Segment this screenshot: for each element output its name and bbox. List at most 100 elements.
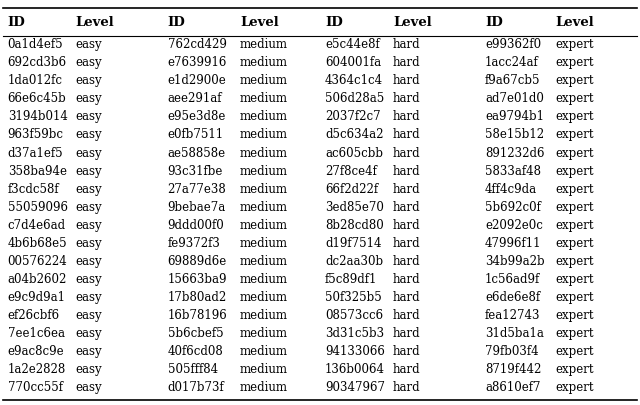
Text: medium: medium (240, 74, 288, 87)
Text: e9c9d9a1: e9c9d9a1 (8, 290, 66, 303)
Text: f9a67cb5: f9a67cb5 (485, 74, 541, 87)
Text: d017b73f: d017b73f (168, 380, 225, 394)
Text: 762cd429: 762cd429 (168, 38, 227, 51)
Text: 5833af48: 5833af48 (485, 164, 541, 177)
Text: hard: hard (393, 38, 420, 51)
Text: 4364c1c4: 4364c1c4 (325, 74, 383, 87)
Text: a8610ef7: a8610ef7 (485, 380, 541, 394)
Text: 17b80ad2: 17b80ad2 (168, 290, 227, 303)
Text: d5c634a2: d5c634a2 (325, 128, 383, 141)
Text: hard: hard (393, 182, 420, 195)
Text: 34b99a2b: 34b99a2b (485, 254, 545, 267)
Text: expert: expert (556, 200, 594, 213)
Text: 9ddd00f0: 9ddd00f0 (168, 218, 225, 231)
Text: easy: easy (76, 236, 102, 249)
Text: expert: expert (556, 128, 594, 141)
Text: hard: hard (393, 218, 420, 231)
Text: 1acc24af: 1acc24af (485, 56, 539, 69)
Text: easy: easy (76, 92, 102, 105)
Text: e1d2900e: e1d2900e (168, 74, 227, 87)
Text: fea12743: fea12743 (485, 308, 541, 322)
Text: ID: ID (8, 16, 26, 29)
Text: expert: expert (556, 290, 594, 303)
Text: 1c56ad9f: 1c56ad9f (485, 272, 540, 286)
Text: expert: expert (556, 164, 594, 177)
Text: 136b0064: 136b0064 (325, 362, 385, 375)
Text: medium: medium (240, 110, 288, 123)
Text: 5b6cbef5: 5b6cbef5 (168, 326, 223, 339)
Text: 2037f2c7: 2037f2c7 (325, 110, 381, 123)
Text: expert: expert (556, 380, 594, 394)
Text: medium: medium (240, 236, 288, 249)
Text: ID: ID (485, 16, 503, 29)
Text: hard: hard (393, 200, 420, 213)
Text: easy: easy (76, 38, 102, 51)
Text: hard: hard (393, 56, 420, 69)
Text: 3194b014: 3194b014 (8, 110, 68, 123)
Text: Level: Level (393, 16, 432, 29)
Text: medium: medium (240, 56, 288, 69)
Text: hard: hard (393, 344, 420, 358)
Text: easy: easy (76, 110, 102, 123)
Text: e0fb7511: e0fb7511 (168, 128, 224, 141)
Text: medium: medium (240, 92, 288, 105)
Text: easy: easy (76, 164, 102, 177)
Text: ac605cbb: ac605cbb (325, 146, 383, 159)
Text: expert: expert (556, 236, 594, 249)
Text: medium: medium (240, 290, 288, 303)
Text: easy: easy (76, 74, 102, 87)
Text: easy: easy (76, 128, 102, 141)
Text: hard: hard (393, 380, 420, 394)
Text: expert: expert (556, 344, 594, 358)
Text: 50f325b5: 50f325b5 (325, 290, 382, 303)
Text: 27a77e38: 27a77e38 (168, 182, 227, 195)
Text: 505fff84: 505fff84 (168, 362, 218, 375)
Text: 8b28cd80: 8b28cd80 (325, 218, 384, 231)
Text: medium: medium (240, 254, 288, 267)
Text: hard: hard (393, 128, 420, 141)
Text: hard: hard (393, 308, 420, 322)
Text: 891232d6: 891232d6 (485, 146, 545, 159)
Text: e9ac8c9e: e9ac8c9e (8, 344, 64, 358)
Text: hard: hard (393, 272, 420, 286)
Text: 3d31c5b3: 3d31c5b3 (325, 326, 384, 339)
Text: dc2aa30b: dc2aa30b (325, 254, 383, 267)
Text: hard: hard (393, 362, 420, 375)
Text: e2092e0c: e2092e0c (485, 218, 543, 231)
Text: Level: Level (240, 16, 279, 29)
Text: e6de6e8f: e6de6e8f (485, 290, 540, 303)
Text: f5c89df1: f5c89df1 (325, 272, 378, 286)
Text: c7d4e6ad: c7d4e6ad (8, 218, 66, 231)
Text: medium: medium (240, 344, 288, 358)
Text: hard: hard (393, 254, 420, 267)
Text: 4ff4c9da: 4ff4c9da (485, 182, 537, 195)
Text: expert: expert (556, 326, 594, 339)
Text: easy: easy (76, 218, 102, 231)
Text: medium: medium (240, 38, 288, 51)
Text: expert: expert (556, 362, 594, 375)
Text: easy: easy (76, 182, 102, 195)
Text: medium: medium (240, 146, 288, 159)
Text: easy: easy (76, 272, 102, 286)
Text: 506d28a5: 506d28a5 (325, 92, 385, 105)
Text: medium: medium (240, 272, 288, 286)
Text: e5c44e8f: e5c44e8f (325, 38, 380, 51)
Text: easy: easy (76, 308, 102, 322)
Text: e99362f0: e99362f0 (485, 38, 541, 51)
Text: 08573cc6: 08573cc6 (325, 308, 383, 322)
Text: e95e3d8e: e95e3d8e (168, 110, 226, 123)
Text: 31d5ba1a: 31d5ba1a (485, 326, 544, 339)
Text: hard: hard (393, 74, 420, 87)
Text: easy: easy (76, 254, 102, 267)
Text: easy: easy (76, 344, 102, 358)
Text: expert: expert (556, 146, 594, 159)
Text: hard: hard (393, 236, 420, 249)
Text: easy: easy (76, 56, 102, 69)
Text: easy: easy (76, 326, 102, 339)
Text: expert: expert (556, 38, 594, 51)
Text: expert: expert (556, 308, 594, 322)
Text: expert: expert (556, 218, 594, 231)
Text: medium: medium (240, 218, 288, 231)
Text: medium: medium (240, 326, 288, 339)
Text: aee291af: aee291af (168, 92, 222, 105)
